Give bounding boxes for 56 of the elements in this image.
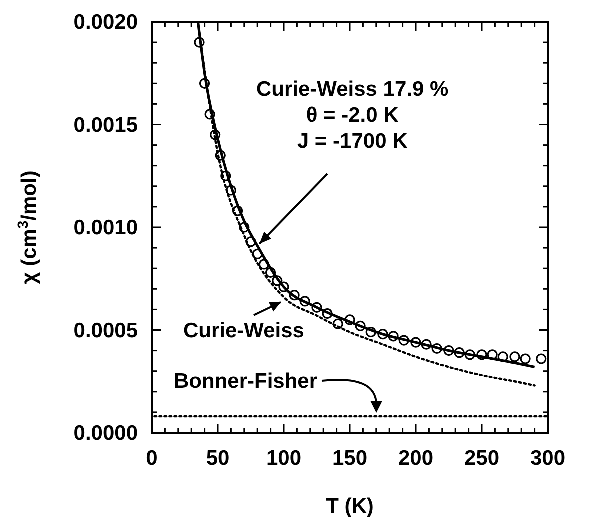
point xyxy=(444,346,454,356)
annotation: Curie-Weiss xyxy=(184,319,304,342)
point xyxy=(266,267,276,278)
point xyxy=(464,350,476,360)
point xyxy=(220,170,232,182)
point xyxy=(252,248,263,260)
y-tick-label: 0.0010 xyxy=(74,216,138,240)
point xyxy=(246,236,256,248)
point xyxy=(487,350,498,360)
annotation: Bonner-Fisher xyxy=(174,370,318,393)
point xyxy=(355,320,366,332)
point xyxy=(476,350,488,360)
annotation: θ = -2.0 K xyxy=(306,104,399,127)
point xyxy=(232,206,244,216)
point xyxy=(204,109,216,120)
x-tick-label: 150 xyxy=(332,447,368,470)
x-tick-label: 300 xyxy=(530,447,566,470)
point xyxy=(200,78,210,89)
point xyxy=(510,352,520,362)
y-tick-label: 0.0000 xyxy=(74,422,138,445)
x-tick-label: 0 xyxy=(146,447,158,470)
point xyxy=(278,282,290,292)
point xyxy=(332,318,344,330)
point xyxy=(272,276,283,286)
point xyxy=(378,329,388,340)
point xyxy=(322,308,333,320)
point xyxy=(421,339,432,350)
point xyxy=(226,185,236,196)
point xyxy=(536,354,547,364)
point xyxy=(258,259,270,270)
point xyxy=(194,37,205,48)
annotation: Curie-Weiss 17.9 % xyxy=(256,78,450,101)
point xyxy=(344,314,356,326)
point xyxy=(410,337,422,348)
point xyxy=(289,290,300,301)
point xyxy=(498,352,508,362)
x-tick-label: 250 xyxy=(464,447,500,470)
point xyxy=(210,130,221,140)
x-tick-label: 200 xyxy=(398,447,434,470)
annotation: J = -1700 K xyxy=(297,130,408,153)
point xyxy=(366,327,376,338)
x-tick-label: 50 xyxy=(206,447,230,470)
point xyxy=(388,331,399,342)
x-axis-title: T (K) xyxy=(326,495,374,518)
y-tick-label: 0.0020 xyxy=(74,11,138,34)
point xyxy=(432,343,442,354)
point xyxy=(398,335,410,346)
point xyxy=(300,296,310,307)
point xyxy=(520,354,531,364)
point xyxy=(239,222,250,233)
point xyxy=(454,348,465,358)
point xyxy=(312,302,322,313)
y-tick-label: 0.0015 xyxy=(74,114,138,137)
y-tick-label: 0.0005 xyxy=(74,319,138,342)
x-tick-label: 100 xyxy=(266,447,302,470)
point xyxy=(215,150,226,161)
